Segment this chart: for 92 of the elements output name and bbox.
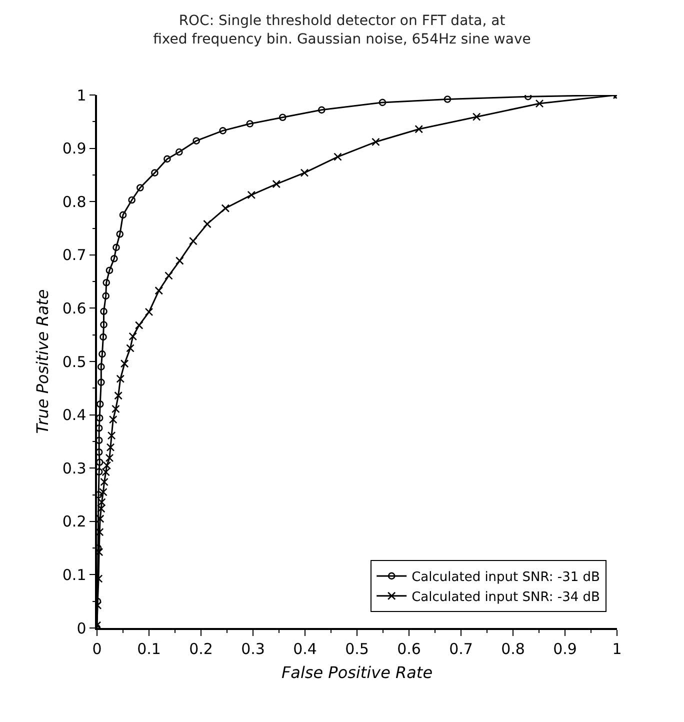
point	[372, 138, 380, 146]
point	[334, 152, 342, 161]
point	[102, 461, 112, 470]
point	[97, 528, 104, 536]
point	[97, 414, 104, 422]
x-tick-label: 0.7	[449, 640, 473, 658]
x-tick-label: 0.6	[397, 640, 421, 658]
point	[105, 454, 114, 462]
point	[318, 106, 326, 114]
y-tick-label: 0.2	[62, 512, 86, 531]
point	[472, 112, 481, 121]
point	[108, 415, 118, 424]
point	[97, 468, 103, 476]
x-axis-title: False Positive Rate	[281, 662, 433, 682]
point	[97, 400, 104, 408]
point	[107, 431, 116, 440]
point	[164, 155, 171, 163]
x-tick-label: 0.9	[553, 640, 577, 658]
point	[102, 278, 110, 286]
point	[246, 120, 254, 128]
point	[144, 308, 154, 316]
point	[119, 211, 127, 219]
point	[102, 292, 110, 300]
point	[100, 478, 108, 486]
point	[535, 99, 544, 108]
point	[192, 137, 200, 144]
point	[300, 168, 309, 177]
y-tick-label: 0.9	[62, 140, 86, 158]
x-tick-label: 0.8	[501, 640, 525, 658]
point	[151, 169, 158, 176]
point	[100, 333, 107, 341]
point	[116, 230, 124, 238]
point	[444, 96, 452, 103]
point	[97, 448, 103, 456]
point	[128, 196, 136, 204]
point	[176, 148, 183, 156]
point	[98, 350, 106, 358]
point	[98, 378, 105, 386]
x-tick-label: 1	[612, 640, 622, 658]
point	[110, 254, 118, 262]
point	[97, 424, 103, 432]
point	[176, 256, 184, 265]
point	[128, 332, 138, 341]
point	[98, 498, 106, 506]
point	[99, 488, 108, 496]
point	[189, 236, 198, 246]
x-tick-label: 0.3	[241, 640, 265, 658]
point	[221, 204, 230, 212]
point	[120, 359, 129, 368]
x-tick-label: 0.2	[189, 640, 213, 658]
y-axis-title: True Positive Rate	[32, 289, 52, 434]
point	[100, 308, 108, 316]
chart-title: ROC: Single threshold detector on FFT data, at fixed frequency bin. Gaussian noise, 654Hz sine wave	[153, 13, 531, 48]
y-tick-label: 1	[76, 86, 86, 104]
y-tick-label: 0.8	[62, 192, 86, 211]
y-tick-label: 0	[76, 619, 86, 638]
y-tick-label: 0.1	[62, 566, 86, 584]
point	[219, 127, 226, 134]
x-tick-label: 0.5	[345, 640, 369, 658]
point	[100, 321, 108, 328]
point	[97, 436, 103, 444]
x-tick-label: 0	[92, 640, 102, 658]
point	[98, 363, 105, 370]
point	[272, 180, 281, 188]
point	[164, 272, 173, 280]
point	[112, 244, 120, 252]
y-tick-label: 0.4	[62, 406, 86, 424]
point	[247, 190, 256, 200]
point	[136, 184, 144, 192]
point	[116, 374, 125, 383]
point	[154, 286, 164, 295]
legend-label: Calculated input SNR: -34 dB	[412, 590, 600, 605]
point	[112, 404, 120, 414]
point	[203, 220, 212, 228]
point	[126, 344, 134, 352]
point	[114, 391, 122, 400]
y-tick-label: 0.7	[62, 246, 86, 264]
y-tick-label: 0.5	[62, 352, 86, 371]
y-tick-label: 0.6	[62, 299, 86, 318]
point	[278, 114, 286, 122]
point	[97, 458, 104, 466]
point	[134, 321, 144, 330]
point	[378, 98, 386, 106]
y-tick-label: 0.3	[62, 459, 86, 478]
point	[106, 443, 115, 452]
x-tick-label: 0.4	[293, 640, 317, 658]
point	[102, 468, 110, 476]
point	[414, 124, 424, 134]
x-tick-label: 0.1	[137, 640, 161, 658]
point	[97, 504, 106, 513]
point	[106, 266, 114, 274]
legend-label: Calculated input SNR: -31 dB	[412, 570, 600, 586]
